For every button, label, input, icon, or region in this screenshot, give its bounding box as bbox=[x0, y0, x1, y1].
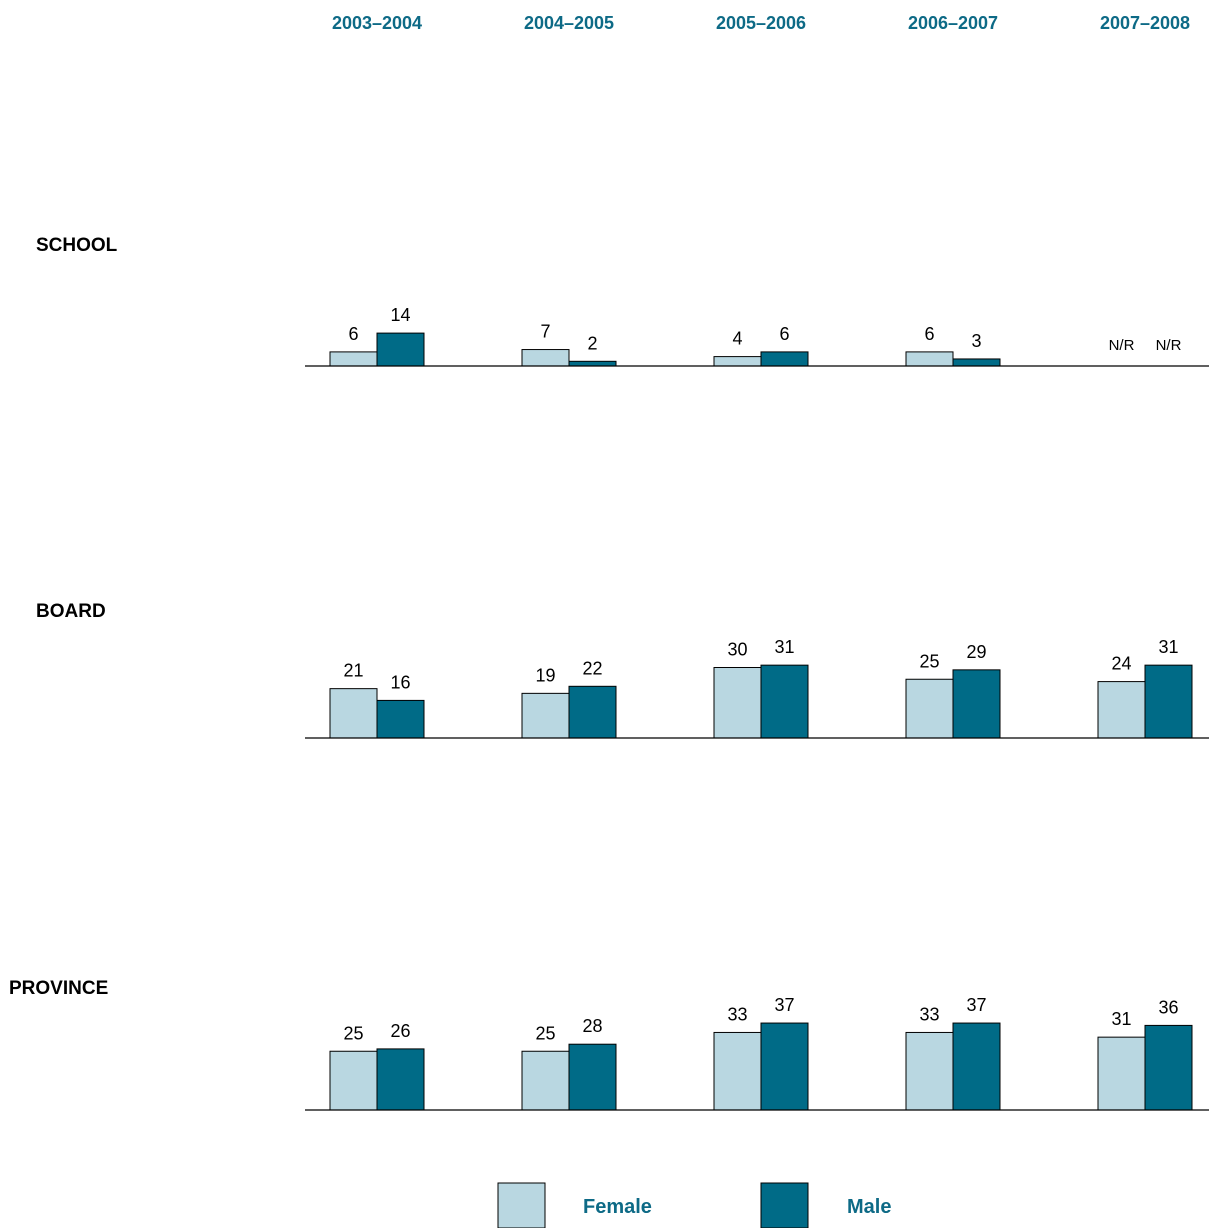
bar-female bbox=[905, 1031, 954, 1111]
value-label-male: 3 bbox=[971, 331, 981, 351]
legend-female-label: Female bbox=[583, 1196, 652, 1218]
bar-female bbox=[329, 351, 378, 367]
value-label-male: 31 bbox=[774, 637, 794, 657]
bar-male bbox=[760, 664, 809, 739]
bar-female bbox=[713, 356, 762, 367]
bar-male bbox=[376, 1048, 425, 1111]
value-label-female: 25 bbox=[535, 1023, 555, 1043]
year-header-2: 2005–2006 bbox=[716, 13, 806, 33]
year-header-0: 2003–2004 bbox=[332, 13, 422, 33]
bar-female bbox=[1097, 1036, 1146, 1111]
bar-female bbox=[329, 1050, 378, 1111]
bar-male bbox=[568, 360, 617, 367]
value-label-male: 14 bbox=[390, 305, 410, 325]
value-label-female: 25 bbox=[343, 1023, 363, 1043]
year-header-3: 2006–2007 bbox=[908, 13, 998, 33]
legend-female-swatch bbox=[497, 1182, 546, 1228]
value-label-male: 37 bbox=[966, 995, 986, 1015]
bar-female bbox=[713, 1031, 762, 1111]
value-label-male: 28 bbox=[582, 1016, 602, 1036]
value-label-male: 22 bbox=[582, 658, 602, 678]
value-label-female: 30 bbox=[727, 640, 747, 660]
bar-male bbox=[952, 669, 1001, 739]
panel-board: BOARD 21 19 30 25 24 16 22 31 29 31 bbox=[36, 601, 1209, 739]
row-label-school: SCHOOL bbox=[36, 235, 118, 256]
bar-male bbox=[376, 332, 425, 367]
bar-male bbox=[1144, 664, 1193, 739]
bar-female bbox=[905, 351, 954, 367]
value-label-female: 33 bbox=[727, 1004, 747, 1024]
value-label-male: 37 bbox=[774, 995, 794, 1015]
year-headers: 2003–2004 2004–2005 2005–2006 2006–2007 2007… bbox=[332, 13, 1190, 33]
bar-female bbox=[1097, 681, 1146, 739]
bar-female bbox=[713, 667, 762, 739]
value-label-male: 31 bbox=[1158, 637, 1178, 657]
value-label-female: 6 bbox=[924, 324, 934, 344]
value-label-female: N/R bbox=[1109, 337, 1135, 354]
year-header-4: 2007–2008 bbox=[1100, 13, 1190, 33]
bar-male bbox=[568, 1043, 617, 1111]
bar-female bbox=[521, 349, 570, 367]
value-label-female: 21 bbox=[343, 661, 363, 681]
value-label-female: 4 bbox=[732, 329, 742, 349]
panel-school: SCHOOL 6 7 4 6 N/R 14 2 6 3 N/R bbox=[36, 235, 1209, 367]
value-label-male: 6 bbox=[779, 324, 789, 344]
legend-male-swatch bbox=[760, 1182, 809, 1228]
year-header-1: 2004–2005 bbox=[524, 13, 614, 33]
value-label-male: 16 bbox=[390, 672, 410, 692]
value-label-female: 24 bbox=[1111, 654, 1131, 674]
bar-male bbox=[760, 351, 809, 367]
bar-male bbox=[952, 1022, 1001, 1111]
value-label-female: 25 bbox=[919, 651, 939, 671]
value-label-male: 36 bbox=[1158, 997, 1178, 1017]
value-label-female: 33 bbox=[919, 1004, 939, 1024]
legend-male-label: Male bbox=[847, 1196, 891, 1218]
bar-male bbox=[1144, 1024, 1193, 1111]
row-label-board: BOARD bbox=[36, 601, 106, 622]
value-label-female: 6 bbox=[348, 324, 358, 344]
panel-province: PROVINCE 25 25 33 33 31 26 28 37 37 36 bbox=[9, 978, 1209, 1111]
bar-female bbox=[905, 678, 954, 739]
value-label-female: 19 bbox=[535, 665, 555, 685]
legend: Female Male bbox=[497, 1182, 891, 1228]
value-label-male: N/R bbox=[1156, 337, 1182, 354]
bar-male bbox=[760, 1022, 809, 1111]
bar-male bbox=[568, 685, 617, 739]
value-label-male: 29 bbox=[966, 642, 986, 662]
bar-female bbox=[521, 1050, 570, 1111]
bar-male bbox=[376, 699, 425, 739]
row-label-province: PROVINCE bbox=[9, 978, 108, 999]
value-label-male: 2 bbox=[587, 333, 597, 353]
bar-female bbox=[521, 692, 570, 739]
value-label-female: 7 bbox=[540, 322, 550, 342]
bar-male bbox=[952, 358, 1001, 367]
value-label-male: 26 bbox=[390, 1021, 410, 1041]
value-label-female: 31 bbox=[1111, 1009, 1131, 1029]
bar-female bbox=[329, 688, 378, 739]
